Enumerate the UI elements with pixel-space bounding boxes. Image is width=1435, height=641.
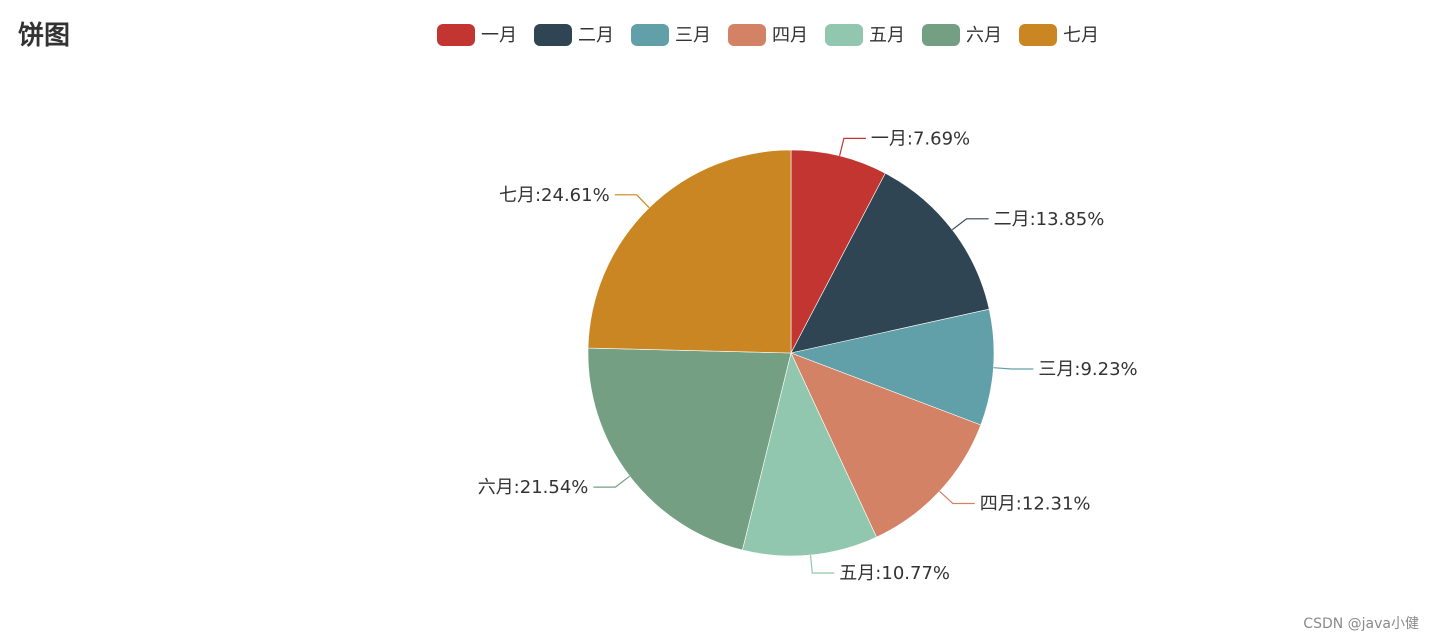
legend-label-7: 七月: [1063, 25, 1099, 46]
legend-swatch-4: [728, 24, 766, 46]
legend-label-1: 一月: [481, 25, 517, 46]
legend-swatch-6: [922, 24, 960, 46]
legend-swatch-2: [534, 24, 572, 46]
slice-label-4: 四月:12.31%: [980, 494, 1091, 515]
pie-slice-1[interactable]: [790, 149, 886, 354]
legend-item-7[interactable]: 七月: [1019, 24, 1099, 46]
label-line-1: [839, 137, 866, 157]
label-line-7: [614, 194, 650, 209]
legend-item-2[interactable]: 二月: [534, 24, 614, 46]
slice-label-7: 七月:24.61%: [499, 185, 610, 206]
slice-label-3: 三月:9.23%: [1038, 359, 1137, 380]
slice-label-5: 五月:10.77%: [839, 563, 950, 584]
legend-swatch-7: [1019, 24, 1057, 46]
legend-swatch-3: [631, 24, 669, 46]
legend-item-4[interactable]: 四月: [728, 24, 808, 46]
legend-label-3: 三月: [675, 25, 711, 46]
label-line-4: [939, 490, 975, 505]
slice-labels: 一月:7.69% 二月:13.85% 三月:9.23% 四月:12.31% 五月:10.…: [478, 128, 1138, 584]
legend: 一月 二月 三月 四月 五月 六月 七月: [437, 24, 1099, 46]
legend-item-6[interactable]: 六月: [922, 24, 1002, 46]
label-line-3: [993, 367, 1034, 370]
legend-item-5[interactable]: 五月: [825, 24, 905, 46]
legend-label-4: 四月: [772, 25, 808, 46]
label-line-6: [593, 475, 631, 488]
chart-title: 饼图: [18, 21, 71, 51]
slice-label-6: 六月:21.54%: [478, 477, 589, 498]
legend-label-5: 五月: [869, 25, 905, 46]
legend-label-6: 六月: [966, 25, 1002, 46]
legend-item-3[interactable]: 三月: [631, 24, 711, 46]
pie-slice-7[interactable]: [587, 149, 792, 354]
legend-swatch-1: [437, 24, 475, 46]
legend-label-2: 二月: [578, 25, 614, 46]
slice-label-2: 二月:13.85%: [994, 209, 1105, 230]
pie-slice-3[interactable]: [789, 308, 995, 426]
pie-slices: [587, 149, 995, 557]
legend-swatch-5: [825, 24, 863, 46]
label-line-2: [951, 218, 989, 231]
slice-label-1: 一月:7.69%: [871, 128, 970, 149]
pie-slice-5[interactable]: [742, 352, 877, 557]
watermark: CSDN @java小健: [1303, 616, 1419, 632]
label-line-5: [809, 555, 835, 574]
legend-item-1[interactable]: 一月: [437, 24, 517, 46]
pie-slice-2[interactable]: [790, 172, 990, 354]
pie-slice-4[interactable]: [790, 352, 982, 538]
